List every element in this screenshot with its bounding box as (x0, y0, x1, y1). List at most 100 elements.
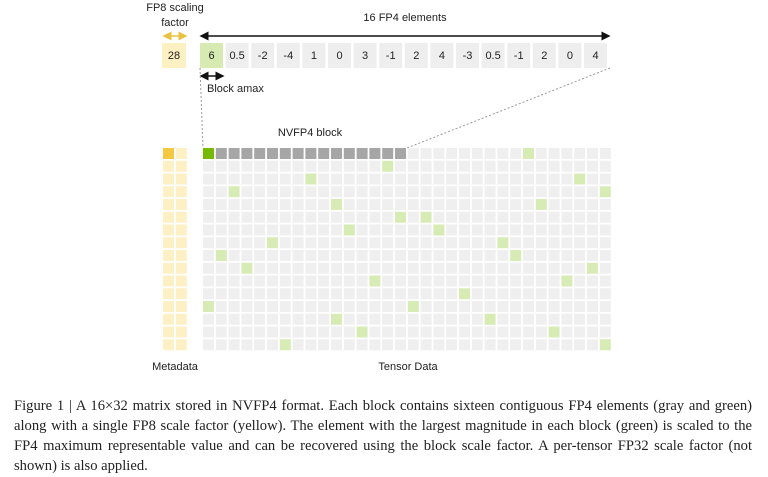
label: 16 FP4 elements (363, 12, 447, 24)
tensor-cell (497, 160, 509, 172)
tensor-cell (343, 148, 355, 159)
meta-cell (163, 301, 174, 312)
tensor-cell (446, 186, 458, 198)
tensor-cell (548, 237, 560, 249)
tensor-cell (561, 262, 573, 274)
label: Block amax (207, 83, 264, 95)
tensor-cell (459, 186, 470, 198)
tensor-cell (267, 275, 278, 287)
tensor-cell (254, 313, 266, 325)
tensor-cell (523, 199, 534, 210)
tensor-cell (395, 173, 406, 185)
tensor-cell (215, 339, 227, 351)
tensor-cell (548, 199, 560, 210)
tensor-cell (382, 237, 394, 249)
tensor-cell (292, 199, 304, 210)
tensor-cell (420, 275, 432, 287)
tensor-cell (407, 224, 419, 236)
tensor-cell (446, 250, 458, 261)
tensor-cell (318, 148, 330, 159)
meta-cell (175, 160, 187, 172)
tensor-cell (343, 199, 355, 210)
element-box (302, 43, 326, 68)
tensor-cell (343, 288, 355, 300)
tensor-cell (471, 313, 483, 325)
tensor-cell (228, 262, 240, 274)
tensor-cell (203, 173, 214, 185)
tensor-cell (420, 224, 432, 236)
tensor-cell (331, 148, 342, 159)
tensor-cell (446, 326, 458, 338)
tensor-cell (343, 211, 355, 223)
tensor-cell (548, 224, 560, 236)
tensor-cell (497, 275, 509, 287)
meta-cell (163, 148, 174, 159)
tensor-cell (267, 262, 278, 274)
tensor-cell (292, 275, 304, 287)
tensor-cell (510, 199, 522, 210)
tensor-cell (279, 326, 291, 338)
tensor-cell (382, 339, 394, 351)
tensor-cell (241, 326, 253, 338)
tensor-cell (561, 326, 573, 338)
tensor-cell (254, 339, 266, 351)
tensor-cell (497, 313, 509, 325)
tensor-cell (574, 301, 586, 312)
tensor-cell (561, 160, 573, 172)
tensor-cell (292, 186, 304, 198)
tensor-cell (279, 288, 291, 300)
tensor-cell (305, 186, 317, 198)
tensor-cell (215, 224, 227, 236)
label: factor (161, 17, 189, 29)
tensor-cell (420, 237, 432, 249)
tensor-cell (471, 288, 483, 300)
tensor-cell (318, 288, 330, 300)
meta-cell (175, 237, 187, 249)
tensor-cell (548, 301, 560, 312)
tensor-cell (254, 224, 266, 236)
tensor-cell (523, 339, 534, 351)
tensor-cell (318, 224, 330, 236)
tensor-cell (279, 199, 291, 210)
tensor-cell (599, 250, 611, 261)
scale-value: 28 (168, 50, 180, 62)
tensor-cell (279, 275, 291, 287)
tensor-cell (292, 339, 304, 351)
tensor-cell (203, 262, 214, 274)
tensor-cell (574, 199, 586, 210)
tensor-cell (561, 148, 573, 159)
tensor-cell (484, 326, 496, 338)
tensor-cell (587, 148, 598, 159)
tensor-cell (343, 301, 355, 312)
tensor-cell (215, 313, 227, 325)
tensor-cell (228, 313, 240, 325)
meta-cell (175, 173, 187, 185)
tensor-cell (318, 186, 330, 198)
tensor-cell (420, 313, 432, 325)
tensor-cell (484, 275, 496, 287)
element-value: 0.5 (229, 50, 244, 62)
tensor-cell (510, 262, 522, 274)
tensor-cell (343, 326, 355, 338)
tensor-cell (407, 199, 419, 210)
tensor-cell (535, 250, 547, 261)
tensor-cell (267, 339, 278, 351)
meta-cell (163, 224, 174, 236)
tensor-cell (407, 250, 419, 261)
guide (406, 67, 611, 149)
tensor-cell (548, 339, 560, 351)
tensor-cell (369, 186, 381, 198)
tensor-cell (215, 160, 227, 172)
tensor-cell (267, 186, 278, 198)
tensor-cell (471, 339, 483, 351)
tensor-cell (535, 237, 547, 249)
tensor-cell (254, 301, 266, 312)
tensor-cell (510, 288, 522, 300)
tensor-cell (241, 199, 253, 210)
tensor-cell (587, 326, 598, 338)
tensor-cell (331, 199, 342, 210)
tensor-cell (510, 301, 522, 312)
tensor-cell (369, 224, 381, 236)
tensor-cell (561, 186, 573, 198)
tensor-cell (356, 301, 368, 312)
